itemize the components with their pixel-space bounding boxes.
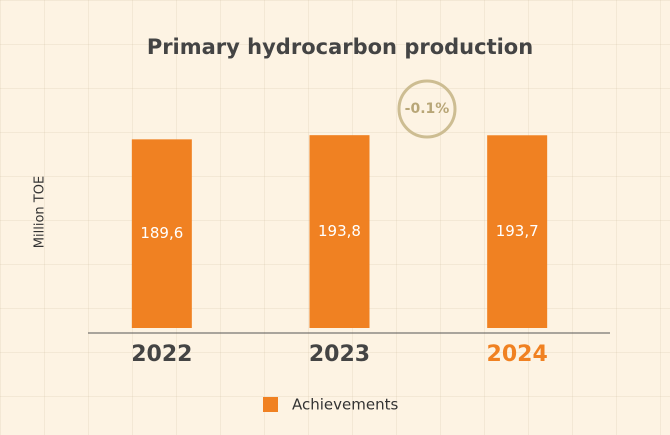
chart-title: Primary hydrocarbon production [147, 35, 533, 59]
legend-label: Achievements [292, 396, 398, 414]
bar [487, 135, 548, 328]
x-tick-label: 2024 [487, 342, 548, 367]
annotation: -0.1% [405, 101, 450, 117]
bar [309, 135, 370, 328]
value-label: 193,7 [496, 222, 539, 240]
x-tick-label: 2023 [309, 342, 370, 367]
y-axis-label: Million TOE [33, 176, 48, 248]
x-tick-label: 2022 [131, 342, 192, 367]
annotation-circle [397, 79, 457, 139]
legend-swatch [263, 397, 278, 412]
value-label: 189,6 [140, 224, 183, 242]
bar [131, 139, 192, 328]
value-label: 193,8 [318, 222, 361, 240]
